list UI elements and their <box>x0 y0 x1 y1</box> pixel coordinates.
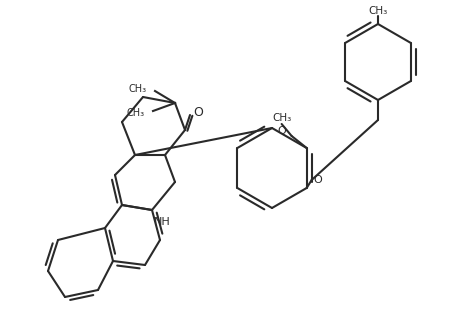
Text: CH₃: CH₃ <box>272 113 291 123</box>
Text: O: O <box>277 126 286 136</box>
Text: NH: NH <box>154 217 170 227</box>
Text: CH₃: CH₃ <box>127 108 145 118</box>
Text: O: O <box>193 106 203 118</box>
Text: CH₃: CH₃ <box>129 84 147 94</box>
Text: O: O <box>313 175 322 185</box>
Text: CH₃: CH₃ <box>369 6 388 16</box>
